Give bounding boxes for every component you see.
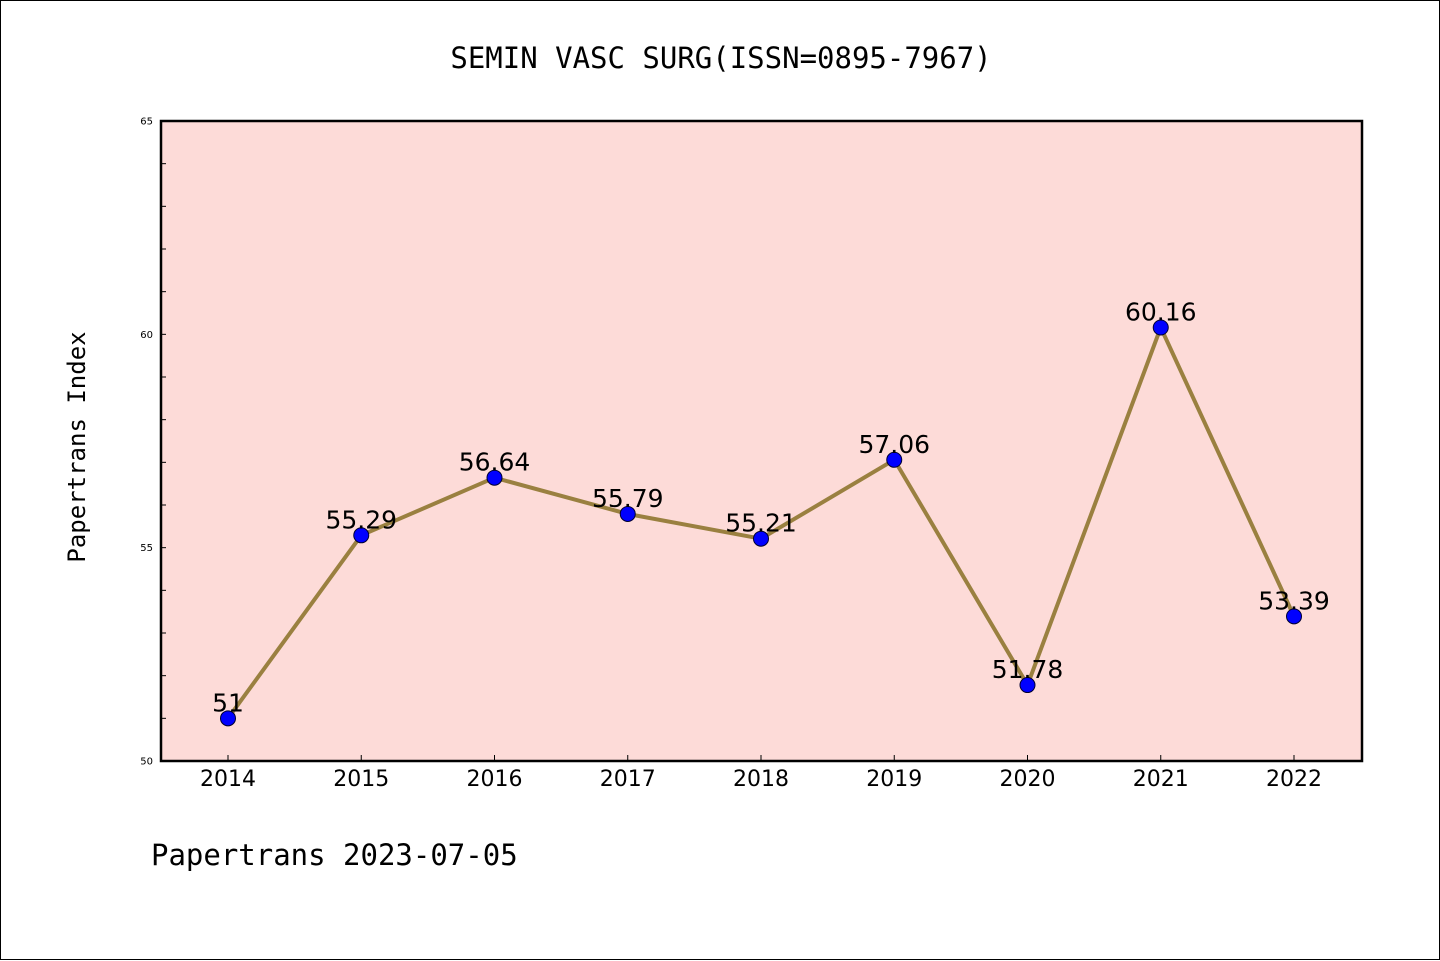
data-label: 56.64	[459, 448, 531, 477]
data-point	[886, 451, 903, 468]
data-point	[1286, 608, 1302, 625]
x-tick-label: 2016	[467, 767, 523, 792]
x-tick-label: 2015	[333, 767, 389, 792]
x-tick-label: 2018	[733, 767, 789, 792]
y-tick-label: 60	[140, 330, 153, 341]
data-label: 55.29	[325, 505, 397, 534]
y-tick-label: 65	[140, 117, 153, 128]
y-tick-label: 50	[140, 757, 153, 768]
x-tick-label: 2017	[600, 767, 656, 792]
data-markers	[220, 319, 1302, 727]
data-label: 57.06	[858, 430, 930, 459]
plot-area	[161, 121, 1362, 761]
x-tick-label: 2022	[1266, 767, 1322, 792]
data-point	[1019, 677, 1036, 694]
x-tick-label: 2020	[1000, 767, 1056, 792]
x-tick-label: 2014	[200, 767, 256, 792]
data-label: 51.78	[992, 655, 1064, 684]
data-point	[486, 469, 503, 486]
data-point	[753, 530, 769, 547]
chart-title: SEMIN VASC SURG(ISSN=0895-7967)	[450, 41, 991, 75]
y-tick-label: 55	[140, 543, 153, 554]
data-label: 53.39	[1258, 586, 1330, 615]
plot-border	[159, 119, 1364, 763]
data-point	[619, 505, 636, 522]
data-labels: 51 55.29 56.64 55.79 55.21 57.06 51.78 60.16 53.…	[212, 298, 1330, 718]
x-tick-label: 2019	[866, 767, 922, 792]
data-point	[353, 527, 370, 544]
data-point	[1152, 319, 1169, 336]
data-point	[220, 710, 236, 727]
y-axis-label: Papertrans Index	[63, 331, 91, 562]
data-label: 55.21	[725, 509, 797, 538]
data-label: 60.16	[1125, 298, 1197, 327]
footer-date: Papertrans 2023-07-05	[151, 838, 518, 872]
x-tick-labels: 2014 2015 2016 2017 2018 2019 2020 2021 2022	[200, 767, 1322, 792]
y-tick-labels: 50 55 60 65	[140, 117, 153, 768]
x-tick-label: 2021	[1133, 767, 1189, 792]
data-label: 51	[212, 688, 244, 717]
data-label: 55.79	[592, 484, 664, 513]
